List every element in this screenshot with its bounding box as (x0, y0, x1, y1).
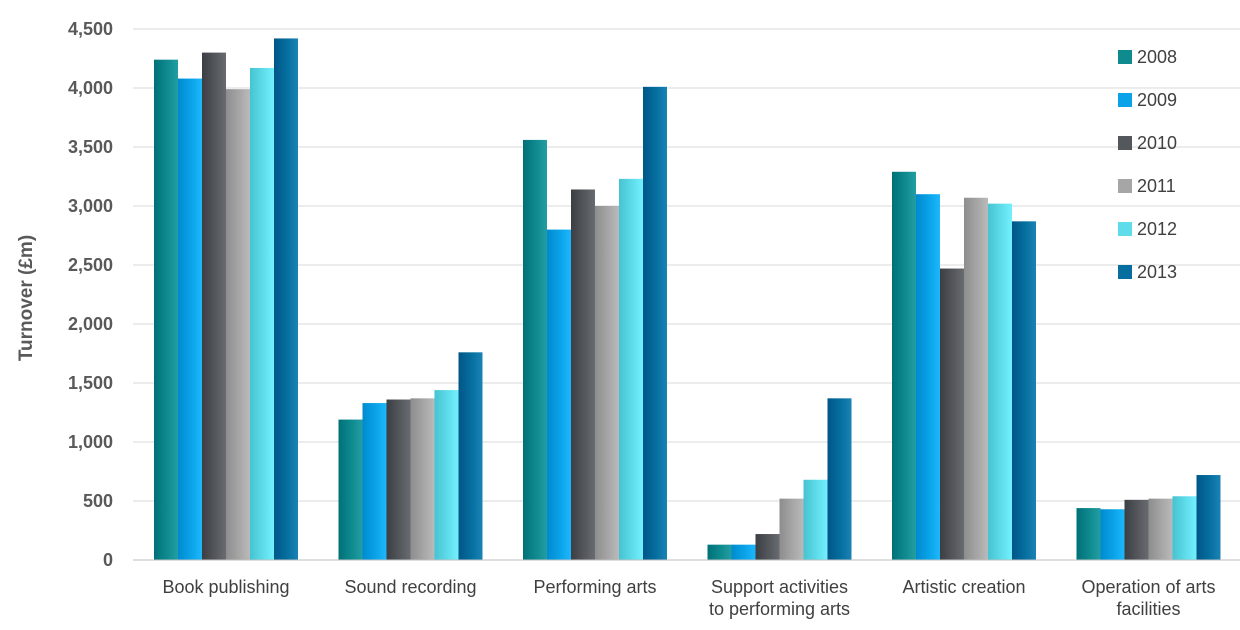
y-tick-label: 2,000 (68, 314, 113, 334)
bar-2012 (1172, 496, 1197, 560)
x-category-label: Operation of arts facilities (1081, 577, 1215, 619)
bar-2013 (458, 352, 483, 560)
x-category-label: Sound recording (344, 577, 476, 597)
y-tick-label: 3,500 (68, 137, 113, 157)
bar-2013 (643, 86, 667, 560)
legend-label: 2012 (1137, 219, 1177, 239)
y-tick-label: 2,500 (68, 255, 113, 275)
bar-2012 (434, 390, 459, 560)
legend: 2008 2009 2010 2011 2012 2013 (1118, 47, 1177, 282)
bar-2013 (1012, 221, 1036, 560)
y-tick-label: 4,500 (68, 19, 113, 39)
bar-2012 (803, 479, 828, 560)
bar-2008 (707, 544, 732, 560)
x-axis-categories: Book publishing Sound recording Performing… (162, 577, 1215, 619)
y-tick-label: 4,000 (68, 78, 113, 98)
bar-2011 (410, 398, 435, 560)
bar-2011 (226, 89, 250, 561)
bar-2009 (1100, 509, 1125, 560)
y-axis-ticks: 0 500 1,000 1,500 2,000 2,500 3,000 3,500 4,000 4… (68, 19, 113, 570)
bar-2009 (178, 78, 202, 560)
bar-2010 (940, 268, 964, 560)
bar-2010 (386, 399, 411, 560)
legend-swatch (1118, 50, 1132, 64)
bar-2011 (964, 197, 988, 561)
legend-swatch (1118, 222, 1132, 236)
bar-2010 (202, 52, 226, 560)
x-category-label: Performing arts (533, 577, 656, 597)
bar-2009 (362, 403, 387, 560)
x-category-label: Support activities to performing arts (709, 577, 850, 619)
y-axis-label: Turnover (£m) (16, 235, 37, 361)
bar-2009 (916, 194, 940, 560)
legend-label: 2008 (1137, 47, 1177, 67)
bar-2011 (779, 498, 804, 560)
bar-2011 (1148, 498, 1173, 560)
bar-2013 (274, 38, 298, 560)
legend-label: 2009 (1137, 90, 1177, 110)
bar-2013 (827, 398, 852, 560)
x-category-label: Artistic creation (902, 577, 1025, 597)
legend-swatch (1118, 265, 1132, 279)
bar-2011 (595, 206, 619, 560)
legend-swatch (1118, 93, 1132, 107)
bar-2012 (619, 178, 643, 561)
bars (154, 38, 1221, 561)
legend-label: 2013 (1137, 262, 1177, 282)
legend-label: 2010 (1137, 133, 1177, 153)
bar-2008 (154, 59, 178, 561)
bar-2008 (523, 139, 547, 561)
legend-swatch (1118, 179, 1132, 193)
bar-2008 (892, 171, 916, 560)
x-category-label: Book publishing (162, 577, 289, 597)
y-tick-label: 500 (83, 491, 113, 511)
y-tick-label: 3,000 (68, 196, 113, 216)
y-tick-label: 1,000 (68, 432, 113, 452)
y-tick-label: 1,500 (68, 373, 113, 393)
bar-2012 (250, 67, 274, 560)
bar-2008 (1076, 508, 1101, 560)
bar-2012 (988, 203, 1012, 560)
legend-label: 2011 (1137, 176, 1176, 196)
y-tick-label: 0 (103, 550, 113, 570)
bar-2009 (731, 544, 756, 560)
bar-2009 (547, 229, 571, 560)
bar-2010 (1124, 499, 1149, 560)
legend-swatch (1118, 136, 1132, 150)
bar-2010 (571, 189, 595, 561)
bar-2008 (338, 419, 363, 560)
gridlines (133, 28, 1240, 502)
bar-2013 (1196, 475, 1221, 560)
bar-2010 (755, 534, 780, 560)
